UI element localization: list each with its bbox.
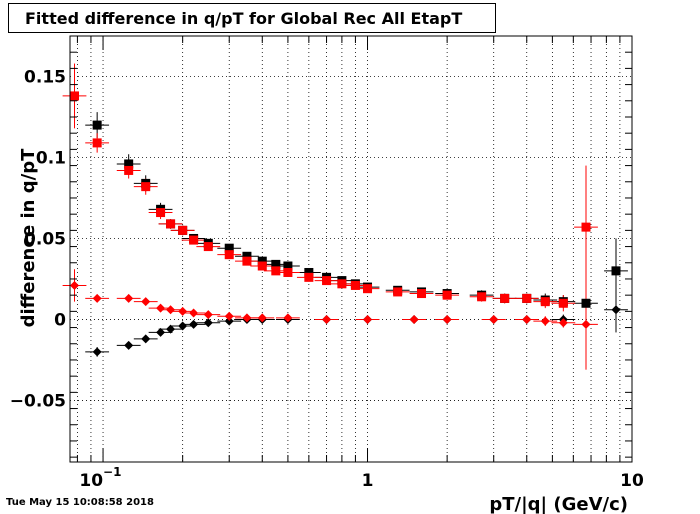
data-point-diamond [156, 327, 166, 337]
data-point-square [363, 284, 373, 294]
data-point-square [242, 251, 252, 261]
data-point-diamond [442, 314, 452, 324]
data-point-square [283, 261, 293, 271]
error-bars [62, 63, 628, 370]
data-point-square [283, 267, 293, 277]
data-point-square [442, 290, 452, 300]
data-point-diamond [166, 324, 176, 334]
data-point-square [178, 225, 188, 235]
data-point-square [70, 91, 80, 101]
data-point-diamond [581, 319, 591, 329]
data-point-square [304, 272, 314, 282]
data-point-diamond [611, 305, 621, 315]
data-point-diamond [409, 314, 419, 324]
data-point-diamond [363, 314, 373, 324]
data-point-square [271, 259, 281, 269]
data-point-square [257, 261, 267, 271]
data-point-diamond [224, 316, 234, 326]
data-point-square [611, 266, 621, 276]
data-point-diamond [178, 306, 188, 316]
data-point-diamond [189, 319, 199, 329]
x-tick-label: 10 [79, 471, 103, 491]
data-point-square [224, 243, 234, 253]
data-point-square [322, 276, 332, 286]
data-point-square [242, 256, 252, 266]
grid-lines [70, 36, 633, 462]
y-tick-label: 0.05 [24, 229, 66, 249]
data-point-square [124, 165, 134, 175]
data-point-diamond [257, 313, 267, 323]
data-point-square [477, 292, 487, 302]
data-point-diamond [203, 310, 213, 320]
x-tick-label: 1 [362, 471, 374, 491]
data-point-square [581, 298, 591, 308]
data-point-diamond [141, 297, 151, 307]
data-point-diamond [489, 314, 499, 324]
data-point-square [141, 182, 151, 192]
data-point-square [203, 242, 213, 252]
data-point-diamond [70, 280, 80, 290]
data-point-square [337, 279, 347, 289]
data-point-square [581, 222, 591, 232]
data-point-square [350, 280, 360, 290]
x-axis-label: pT/|q| (GeV/c) [489, 494, 628, 514]
data-point-diamond [189, 308, 199, 318]
data-point-square [224, 250, 234, 260]
data-point-diamond [124, 340, 134, 350]
data-point-square [124, 159, 134, 169]
data-point-square [393, 287, 403, 297]
data-point-diamond [156, 303, 166, 313]
data-point-diamond [203, 318, 213, 328]
data-point-square [156, 208, 166, 218]
data-point-square [92, 120, 102, 130]
x-tick-label-exponent: −1 [103, 465, 121, 479]
data-point-diamond [522, 314, 532, 324]
data-point-diamond [92, 293, 102, 303]
plot-frame [69, 35, 633, 463]
data-point-square [417, 289, 427, 299]
data-point-square [304, 267, 314, 277]
y-axis-label: difference in q/pT [18, 148, 39, 327]
axis-ticks [70, 35, 633, 462]
data-point-diamond [141, 334, 151, 344]
data-point-diamond [166, 305, 176, 315]
data-point-diamond [92, 347, 102, 357]
data-point-diamond [124, 293, 134, 303]
data-point-square [92, 138, 102, 148]
x-tick-label: 10 [620, 471, 644, 491]
data-point-square [166, 219, 176, 229]
data-point-diamond [224, 311, 234, 321]
y-tick-label: 0 [54, 310, 66, 330]
chart-title: Fitted difference in q/pT for Global Rec… [25, 8, 463, 28]
data-markers [70, 91, 621, 357]
data-point-square [500, 293, 510, 303]
data-point-square [522, 293, 532, 303]
timestamp: Tue May 15 10:08:58 2018 [6, 497, 154, 508]
data-point-diamond [178, 321, 188, 331]
data-point-square [271, 266, 281, 276]
data-point-square [257, 256, 267, 266]
chart-title-box: Fitted difference in q/pT for Global Rec… [8, 3, 496, 33]
data-point-square [189, 235, 199, 245]
data-point-diamond [558, 318, 568, 328]
data-point-diamond [322, 314, 332, 324]
y-tick-label: 0.1 [36, 148, 66, 168]
y-tick-label: −0.05 [10, 391, 66, 411]
data-point-diamond [540, 316, 550, 326]
y-tick-label: 0.15 [24, 67, 66, 87]
data-point-diamond [283, 313, 293, 323]
data-point-square [558, 298, 568, 308]
data-point-square [540, 297, 550, 307]
data-point-diamond [242, 313, 252, 323]
